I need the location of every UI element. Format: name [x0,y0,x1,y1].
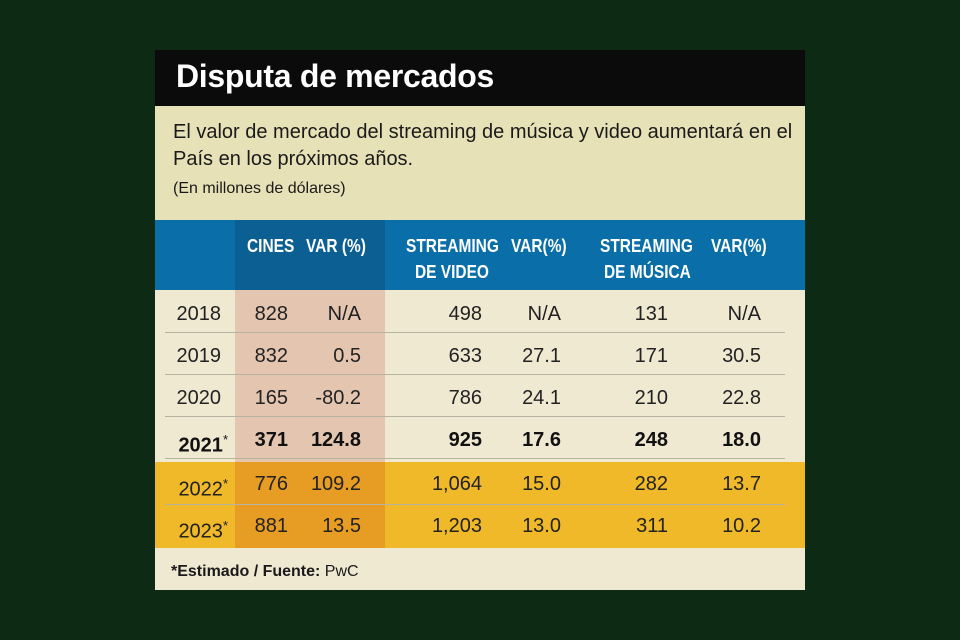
cell-year: 2022* [138,472,228,502]
cines-estimate-highlight [235,462,385,548]
cell-musica-var: 22.8 [722,387,761,409]
cell-video: 925 [448,429,482,451]
cell-musica-var: 18.0 [722,429,761,451]
cell-cines: 828 [254,303,288,325]
cell-musica-var: 10.2 [722,515,761,537]
row-divider [165,332,785,333]
cell-year: 2021* [138,428,228,458]
year-label: 2021 [178,434,223,457]
cell-cines: 165 [254,387,288,409]
year-label: 2022 [178,478,223,501]
header-video-line2: DE VIDEO [415,262,489,282]
cell-video: 1,064 [431,473,482,495]
estimate-mark: * [222,518,228,533]
cell-video: 1,203 [431,515,482,537]
subtitle-panel: El valor de mercado del streaming de mús… [155,106,805,220]
row-divider [165,416,785,417]
year-label: 2018 [176,303,222,325]
cell-cines: 776 [254,473,288,495]
cell-video: 633 [448,345,482,367]
cell-musica: 210 [634,387,668,409]
cell-cines-var: 124.8 [310,429,361,451]
row-divider [165,458,785,459]
cell-musica: 131 [634,303,668,325]
estimate-mark: * [222,476,228,491]
cell-cines-var: 0.5 [333,345,361,367]
cell-video-var: 17.6 [522,429,561,451]
cell-video-var: N/A [527,303,561,325]
footer-source: PwC [320,563,359,580]
footer-label: *Estimado / Fuente: [171,563,321,580]
cell-musica-var: N/A [727,303,761,325]
cell-cines-var: N/A [327,303,361,325]
cell-musica: 248 [634,429,668,451]
cell-musica-var: 30.5 [722,345,761,367]
cell-musica: 282 [634,473,668,495]
header-musica-line1: STREAMING [600,236,693,256]
cell-year: 2018 [138,302,228,326]
cell-cines: 881 [254,515,288,537]
year-label: 2020 [176,387,222,409]
row-divider [165,504,785,505]
row-divider [165,374,785,375]
cell-year: 2020 [138,386,228,410]
header-video-line1: STREAMING [406,236,499,256]
year-label: 2023 [178,520,223,543]
cell-video-var: 24.1 [522,387,561,409]
cell-cines: 371 [254,429,288,451]
header-cines: CINES [247,236,295,256]
cell-musica-var: 13.7 [722,473,761,495]
cines-header-highlight [235,220,385,290]
chart-subtitle: El valor de mercado del streaming de mús… [173,121,793,170]
cell-musica: 171 [634,345,668,367]
header-cines-var: VAR (%) [306,236,366,256]
cell-year: 2023* [138,514,228,544]
cell-cines-var: -80.2 [315,387,361,409]
year-label: 2019 [176,345,222,367]
footer-note: *Estimado / Fuente: PwC [171,563,359,581]
cell-musica: 311 [636,515,668,537]
title-bar: Disputa de mercados [155,50,805,106]
cell-video: 786 [448,387,482,409]
header-musica-line2: DE MÚSICA [604,262,691,282]
cell-cines-var: 13.5 [322,515,361,537]
cell-year: 2019 [138,344,228,368]
header-musica-var: VAR(%) [711,236,767,256]
cell-cines: 832 [254,345,288,367]
table-card: Disputa de mercados El valor de mercado … [155,50,805,590]
cell-video-var: 13.0 [522,515,561,537]
cell-video: 498 [448,303,482,325]
cell-video-var: 15.0 [522,473,561,495]
estimate-mark: * [222,432,228,447]
units-note: (En millones de dólares) [173,180,346,197]
cell-cines-var: 109.2 [310,473,361,495]
cell-video-var: 27.1 [522,345,561,367]
header-video-var: VAR(%) [511,236,567,256]
chart-title: Disputa de mercados [176,58,494,94]
